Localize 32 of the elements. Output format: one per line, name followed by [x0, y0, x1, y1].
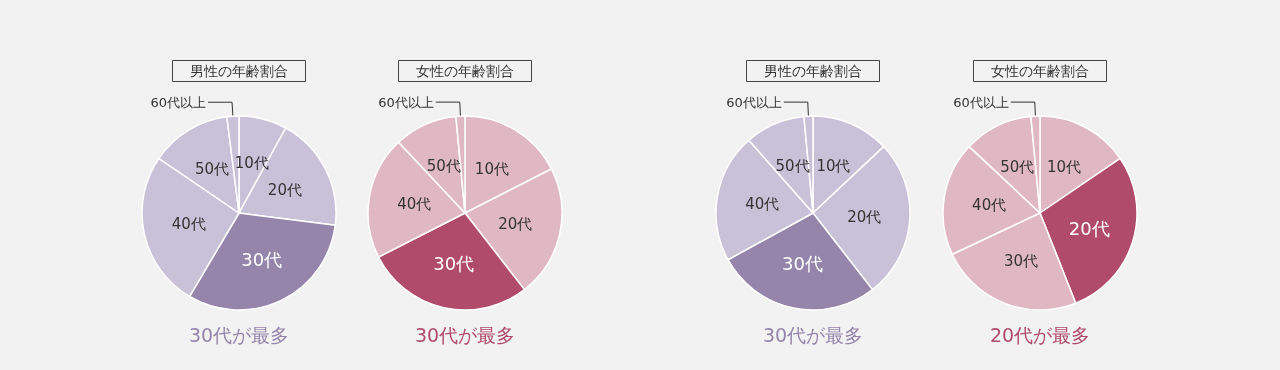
chart-title: 男性の年齢割合 — [190, 63, 288, 79]
slice-label: 50代 — [195, 160, 230, 179]
slice-label: 20代 — [267, 180, 302, 199]
slice-label: 40代 — [972, 195, 1007, 214]
slice-label: 60代以上 — [953, 94, 1009, 110]
slice-label: 50代 — [426, 157, 461, 176]
slice-label: 30代 — [433, 252, 475, 274]
text: 30代が最多 — [762, 323, 864, 346]
slice-label: 60代以上 — [150, 94, 207, 110]
text: 30代が最多 — [414, 323, 516, 346]
chart-title: 男性の年齢割合 — [764, 63, 862, 79]
slice-label: 10代 — [1047, 158, 1082, 177]
slice-label: 10代 — [474, 160, 509, 179]
slice-label: 20代 — [1068, 217, 1110, 239]
slice-label: 40代 — [397, 195, 432, 214]
slice-label: 30代 — [1003, 251, 1039, 270]
slice-label: 10代 — [234, 154, 269, 173]
slice-label: 20代 — [847, 208, 882, 227]
slice-label: 60代以上 — [378, 94, 434, 110]
text: 20代が最多 — [989, 323, 1091, 346]
slice-label: 40代 — [745, 195, 780, 214]
slice-label: 50代 — [1000, 157, 1035, 176]
slice-label: 60代以上 — [726, 94, 782, 110]
slice-label: 30代 — [241, 248, 283, 270]
text: 30代が最多 — [188, 323, 290, 346]
slice-label: 40代 — [171, 215, 206, 234]
slice-label: 50代 — [775, 156, 810, 175]
slice-label: 10代 — [816, 156, 851, 175]
chart-title: 女性の年齢割合 — [416, 63, 514, 79]
slice-label: 30代 — [782, 252, 824, 274]
slice-label: 20代 — [498, 215, 533, 234]
chart-title: 女性の年齢割合 — [991, 63, 1089, 79]
